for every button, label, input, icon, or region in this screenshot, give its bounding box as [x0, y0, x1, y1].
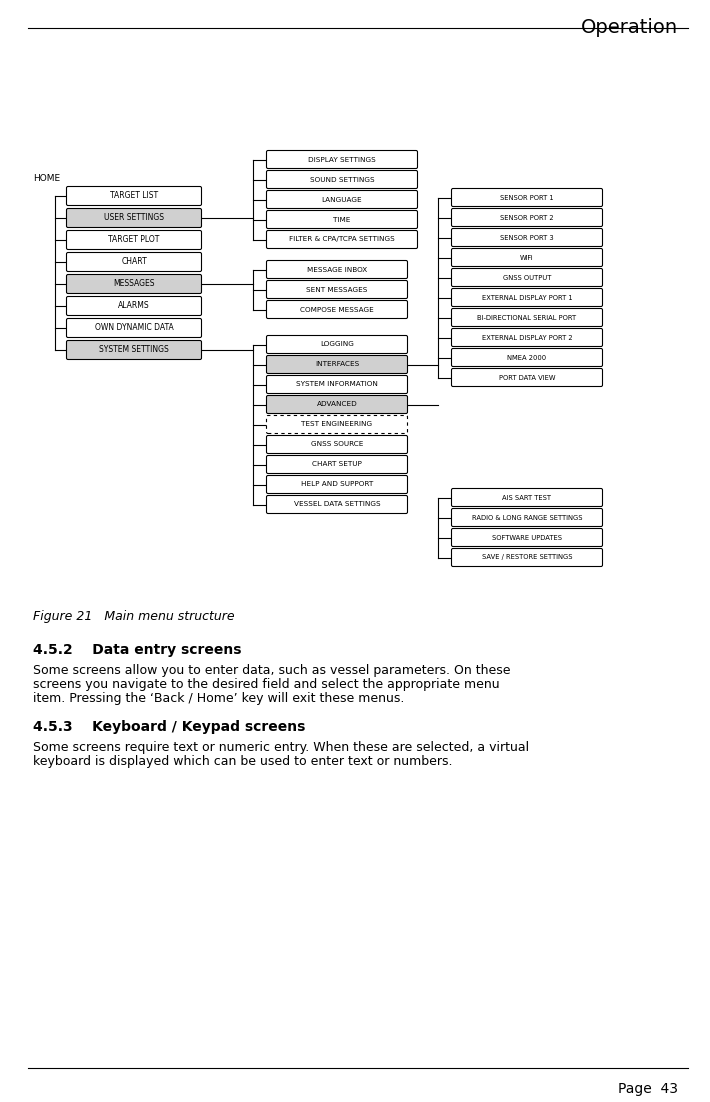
FancyBboxPatch shape — [266, 210, 417, 228]
FancyBboxPatch shape — [266, 260, 408, 279]
FancyBboxPatch shape — [266, 151, 417, 169]
FancyBboxPatch shape — [266, 301, 408, 318]
FancyBboxPatch shape — [266, 335, 408, 354]
FancyBboxPatch shape — [266, 356, 408, 374]
Text: AIS SART TEST: AIS SART TEST — [503, 495, 552, 500]
FancyBboxPatch shape — [67, 318, 202, 337]
FancyBboxPatch shape — [266, 396, 408, 413]
Text: SENSOR PORT 1: SENSOR PORT 1 — [500, 194, 554, 201]
Text: OWN DYNAMIC DATA: OWN DYNAMIC DATA — [94, 324, 173, 333]
FancyBboxPatch shape — [452, 208, 603, 227]
Text: Some screens allow you to enter data, such as vessel parameters. On these: Some screens allow you to enter data, su… — [33, 665, 510, 677]
Text: MESSAGES: MESSAGES — [114, 280, 155, 289]
Text: DISPLAY SETTINGS: DISPLAY SETTINGS — [308, 156, 376, 162]
Text: SENT MESSAGES: SENT MESSAGES — [306, 287, 368, 292]
FancyBboxPatch shape — [67, 274, 202, 293]
FancyBboxPatch shape — [266, 475, 408, 494]
FancyBboxPatch shape — [67, 186, 202, 205]
FancyBboxPatch shape — [452, 269, 603, 287]
Text: PORT DATA VIEW: PORT DATA VIEW — [498, 375, 555, 380]
Text: MESSAGE INBOX: MESSAGE INBOX — [307, 267, 367, 272]
FancyBboxPatch shape — [452, 368, 603, 387]
FancyBboxPatch shape — [266, 435, 408, 454]
Text: BI-DIRECTIONAL SERIAL PORT: BI-DIRECTIONAL SERIAL PORT — [477, 314, 577, 321]
Text: EXTERNAL DISPLAY PORT 1: EXTERNAL DISPLAY PORT 1 — [481, 294, 572, 301]
FancyBboxPatch shape — [452, 328, 603, 346]
Text: screens you navigate to the desired field and select the appropriate menu: screens you navigate to the desired fiel… — [33, 678, 500, 691]
FancyBboxPatch shape — [67, 341, 202, 359]
Text: Page  43: Page 43 — [618, 1082, 678, 1096]
FancyBboxPatch shape — [67, 252, 202, 271]
Text: SYSTEM INFORMATION: SYSTEM INFORMATION — [296, 381, 378, 388]
Text: FILTER & CPA/TCPA SETTINGS: FILTER & CPA/TCPA SETTINGS — [289, 237, 395, 242]
FancyBboxPatch shape — [452, 289, 603, 306]
Text: RADIO & LONG RANGE SETTINGS: RADIO & LONG RANGE SETTINGS — [471, 515, 582, 520]
Text: SAVE / RESTORE SETTINGS: SAVE / RESTORE SETTINGS — [482, 554, 572, 561]
Text: USER SETTINGS: USER SETTINGS — [104, 214, 164, 223]
Text: TIME: TIME — [333, 216, 351, 223]
Text: GNSS SOURCE: GNSS SOURCE — [311, 442, 364, 447]
FancyBboxPatch shape — [266, 376, 408, 393]
FancyBboxPatch shape — [452, 188, 603, 206]
Text: EXTERNAL DISPLAY PORT 2: EXTERNAL DISPLAY PORT 2 — [481, 335, 572, 341]
Text: HELP AND SUPPORT: HELP AND SUPPORT — [301, 482, 373, 487]
Text: CHART: CHART — [121, 258, 147, 267]
Text: TARGET PLOT: TARGET PLOT — [109, 236, 160, 245]
Text: NMEA 2000: NMEA 2000 — [508, 355, 547, 360]
Text: Operation: Operation — [581, 18, 678, 37]
FancyBboxPatch shape — [452, 228, 603, 247]
Text: SOUND SETTINGS: SOUND SETTINGS — [310, 176, 374, 183]
FancyBboxPatch shape — [452, 488, 603, 507]
FancyBboxPatch shape — [266, 230, 417, 248]
Text: TARGET LIST: TARGET LIST — [110, 192, 158, 201]
Text: item. Pressing the ‘Back / Home’ key will exit these menus.: item. Pressing the ‘Back / Home’ key wil… — [33, 692, 405, 705]
Text: GNSS OUTPUT: GNSS OUTPUT — [503, 274, 551, 281]
Text: keyboard is displayed which can be used to enter text or numbers.: keyboard is displayed which can be used … — [33, 755, 452, 768]
Text: CHART SETUP: CHART SETUP — [312, 462, 362, 467]
Text: 4.5.3    Keyboard / Keypad screens: 4.5.3 Keyboard / Keypad screens — [33, 720, 305, 734]
Text: ADVANCED: ADVANCED — [317, 401, 357, 408]
FancyBboxPatch shape — [67, 230, 202, 249]
FancyBboxPatch shape — [452, 529, 603, 547]
FancyBboxPatch shape — [452, 508, 603, 527]
FancyBboxPatch shape — [452, 549, 603, 566]
FancyBboxPatch shape — [67, 208, 202, 227]
FancyBboxPatch shape — [266, 171, 417, 188]
Text: WiFi: WiFi — [520, 255, 534, 260]
Text: LANGUAGE: LANGUAGE — [322, 196, 362, 203]
Text: SOFTWARE UPDATES: SOFTWARE UPDATES — [492, 534, 562, 540]
Text: SENSOR PORT 3: SENSOR PORT 3 — [500, 235, 554, 240]
Text: LOGGING: LOGGING — [320, 342, 354, 347]
Text: VESSEL DATA SETTINGS: VESSEL DATA SETTINGS — [294, 501, 381, 508]
FancyBboxPatch shape — [452, 309, 603, 326]
Text: SENSOR PORT 2: SENSOR PORT 2 — [500, 215, 554, 220]
FancyBboxPatch shape — [266, 496, 408, 514]
FancyBboxPatch shape — [266, 281, 408, 299]
Text: ALARMS: ALARMS — [118, 302, 150, 311]
FancyBboxPatch shape — [452, 348, 603, 367]
Text: SYSTEM SETTINGS: SYSTEM SETTINGS — [99, 346, 169, 355]
Text: TEST ENGINEERING: TEST ENGINEERING — [302, 421, 373, 428]
FancyBboxPatch shape — [266, 415, 408, 433]
Text: HOME: HOME — [33, 174, 60, 183]
FancyBboxPatch shape — [452, 248, 603, 267]
Text: Some screens require text or numeric entry. When these are selected, a virtual: Some screens require text or numeric ent… — [33, 741, 529, 754]
FancyBboxPatch shape — [266, 455, 408, 474]
FancyBboxPatch shape — [266, 191, 417, 208]
Text: COMPOSE MESSAGE: COMPOSE MESSAGE — [300, 306, 374, 313]
Text: INTERFACES: INTERFACES — [315, 361, 359, 367]
Text: 4.5.2    Data entry screens: 4.5.2 Data entry screens — [33, 642, 241, 657]
FancyBboxPatch shape — [67, 296, 202, 315]
Text: Figure 21   Main menu structure: Figure 21 Main menu structure — [33, 611, 234, 623]
